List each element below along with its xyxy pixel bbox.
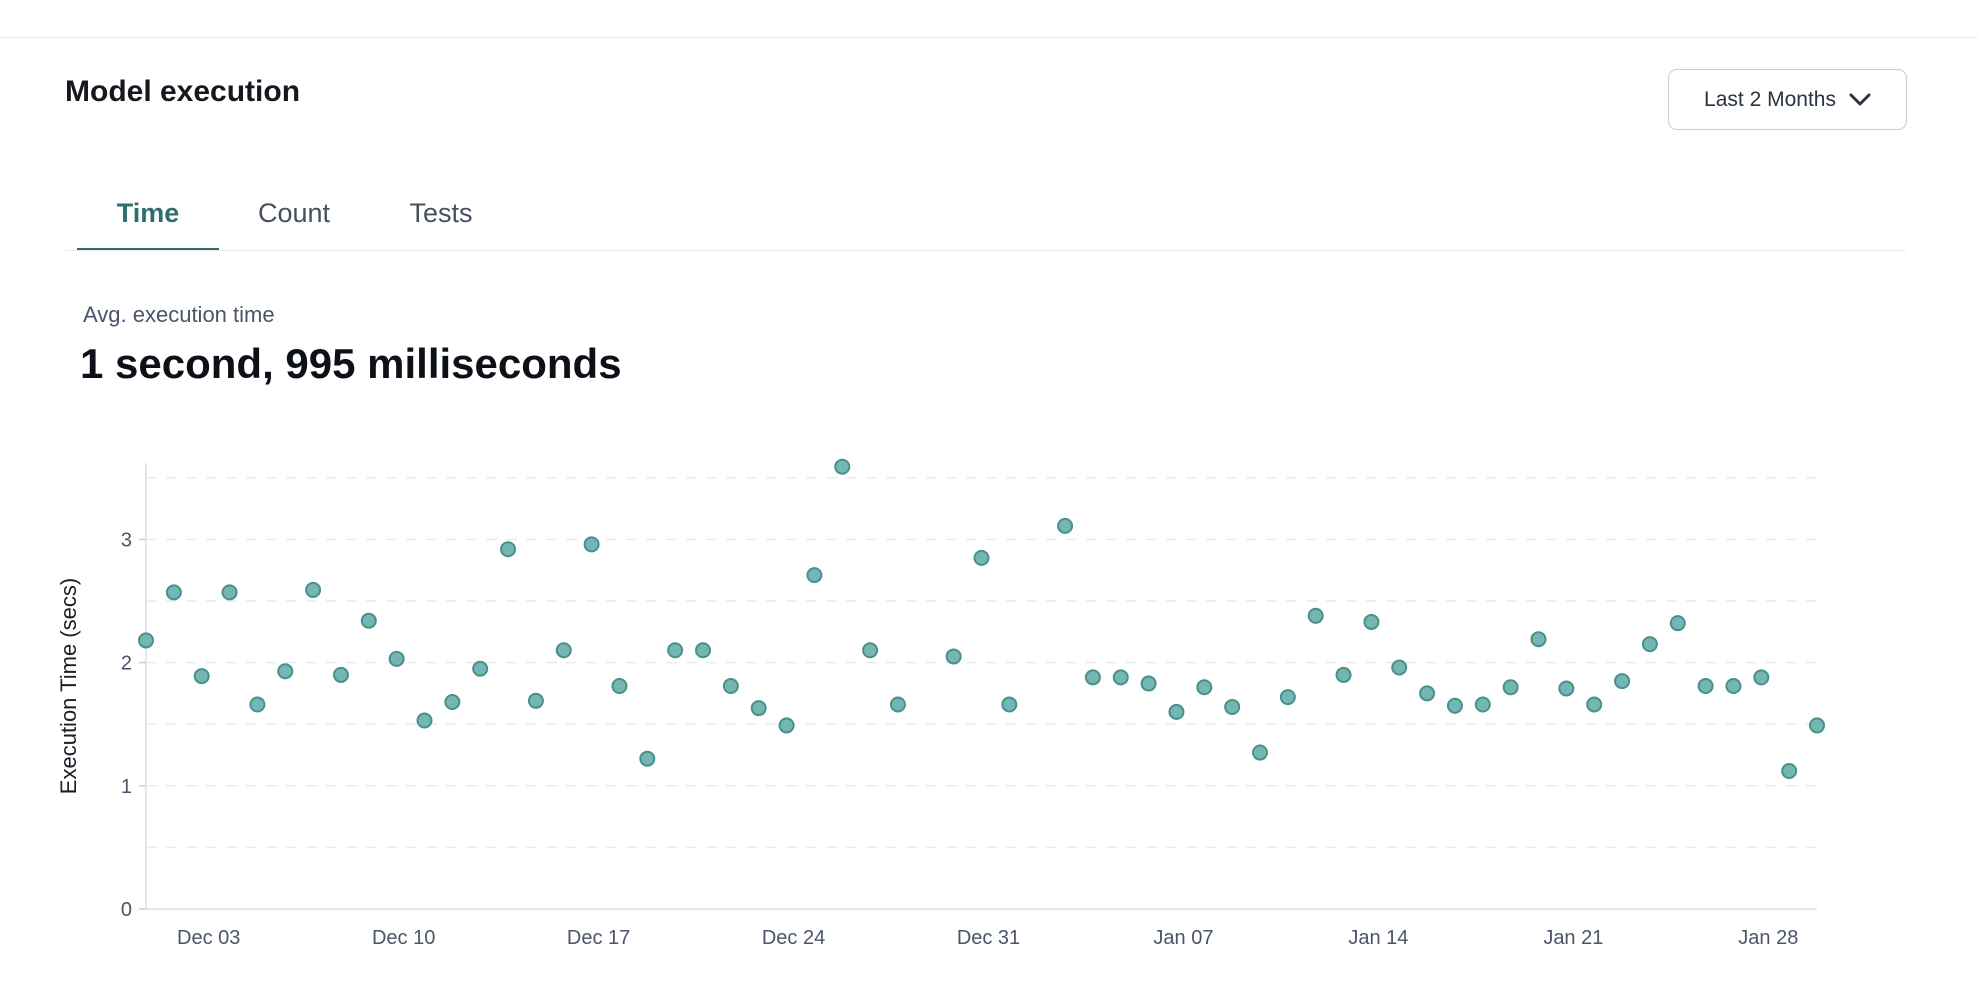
data-point[interactable] <box>1530 631 1547 648</box>
data-point[interactable] <box>1446 697 1463 714</box>
data-point[interactable] <box>388 650 405 667</box>
page-title: Model execution <box>65 75 301 108</box>
data-point[interactable] <box>806 567 823 584</box>
data-point[interactable] <box>249 696 266 713</box>
top-divider <box>0 37 1978 38</box>
data-point[interactable] <box>1753 669 1770 686</box>
data-point[interactable] <box>444 694 461 711</box>
data-point[interactable] <box>834 458 851 475</box>
data-point[interactable] <box>639 750 656 767</box>
data-point[interactable] <box>722 678 739 695</box>
data-point[interactable] <box>138 632 154 649</box>
data-point[interactable] <box>1363 613 1380 630</box>
data-point[interactable] <box>1641 636 1658 653</box>
stat-value: 1 second, 995 milliseconds <box>80 340 622 387</box>
tab-count[interactable]: Count <box>257 198 331 228</box>
data-point[interactable] <box>1614 673 1631 690</box>
data-point[interactable] <box>1112 669 1129 686</box>
data-point[interactable] <box>1279 689 1296 706</box>
stat-label: Avg. execution time <box>83 302 275 327</box>
x-tick-label: Dec 03 <box>177 927 240 949</box>
tabs-divider <box>65 250 1906 251</box>
data-point[interactable] <box>472 660 489 677</box>
data-point[interactable] <box>1001 696 1018 713</box>
data-point[interactable] <box>416 712 433 729</box>
data-point[interactable] <box>1391 659 1408 676</box>
date-range-dropdown[interactable]: Last 2 Months <box>1668 69 1907 130</box>
data-point[interactable] <box>1669 615 1686 632</box>
data-point[interactable] <box>778 717 795 734</box>
data-point[interactable] <box>611 678 628 695</box>
y-tick-label: 3 <box>121 529 132 551</box>
x-tick-label: Jan 21 <box>1543 927 1603 949</box>
y-tick-label: 1 <box>121 776 132 798</box>
data-point[interactable] <box>750 700 767 717</box>
data-point[interactable] <box>1196 679 1213 696</box>
data-point[interactable] <box>555 642 572 659</box>
tab-time[interactable]: Time <box>116 198 180 228</box>
date-range-dropdown-label: Last 2 Months <box>1704 87 1836 111</box>
data-point[interactable] <box>1502 679 1519 696</box>
chevron-down-icon <box>1849 93 1871 107</box>
x-tick-label: Dec 10 <box>372 927 435 949</box>
data-point[interactable] <box>1419 685 1436 702</box>
data-point[interactable] <box>667 642 684 659</box>
data-point[interactable] <box>360 612 377 629</box>
data-point[interactable] <box>500 541 517 558</box>
data-point[interactable] <box>1335 666 1352 683</box>
active-tab-underline <box>77 248 219 251</box>
data-point[interactable] <box>973 549 990 566</box>
data-point[interactable] <box>1586 696 1603 713</box>
data-point[interactable] <box>1697 678 1714 695</box>
x-tick-label: Jan 14 <box>1348 927 1408 949</box>
data-point[interactable] <box>277 663 294 680</box>
data-point[interactable] <box>862 642 879 659</box>
data-point[interactable] <box>1140 675 1157 692</box>
x-tick-label: Jan 28 <box>1738 927 1798 949</box>
x-tick-label: Dec 31 <box>957 927 1020 949</box>
data-point[interactable] <box>695 642 711 659</box>
data-point[interactable] <box>305 581 322 598</box>
data-point[interactable] <box>1084 669 1101 686</box>
data-point[interactable] <box>1224 698 1241 715</box>
scatter-chart: 0 1 2 3 Dec 03 Dec 10 Dec 17 Dec 24 Dec 31 Jan 07… <box>56 458 1825 949</box>
data-point[interactable] <box>945 648 962 665</box>
data-point[interactable] <box>583 536 600 553</box>
x-tick-label: Jan 07 <box>1153 927 1213 949</box>
data-point[interactable] <box>193 668 210 685</box>
chart-points <box>138 458 1825 780</box>
data-point[interactable] <box>527 692 544 709</box>
data-point[interactable] <box>889 696 906 713</box>
data-point[interactable] <box>1307 607 1324 624</box>
x-tick-label: Dec 17 <box>567 927 630 949</box>
data-point[interactable] <box>332 666 349 683</box>
data-point[interactable] <box>1725 678 1742 695</box>
data-point[interactable] <box>1168 703 1185 720</box>
data-point[interactable] <box>1558 680 1575 697</box>
x-tick-label: Dec 24 <box>762 927 825 949</box>
y-tick-label: 0 <box>121 899 132 921</box>
data-point[interactable] <box>1057 517 1074 534</box>
chart-axes <box>139 463 1817 910</box>
data-point[interactable] <box>221 584 238 601</box>
data-point[interactable] <box>1474 696 1491 713</box>
data-point[interactable] <box>1781 763 1798 780</box>
chart-tick-labels: 0 1 2 3 Dec 03 Dec 10 Dec 17 Dec 24 Dec 31 Jan 07… <box>121 529 1798 949</box>
y-axis-title: Execution Time (secs) <box>56 578 81 794</box>
y-tick-label: 2 <box>121 653 132 675</box>
data-point[interactable] <box>165 584 182 601</box>
data-point[interactable] <box>1252 744 1268 761</box>
data-point[interactable] <box>1809 717 1825 734</box>
tab-tests[interactable]: Tests <box>409 198 473 228</box>
